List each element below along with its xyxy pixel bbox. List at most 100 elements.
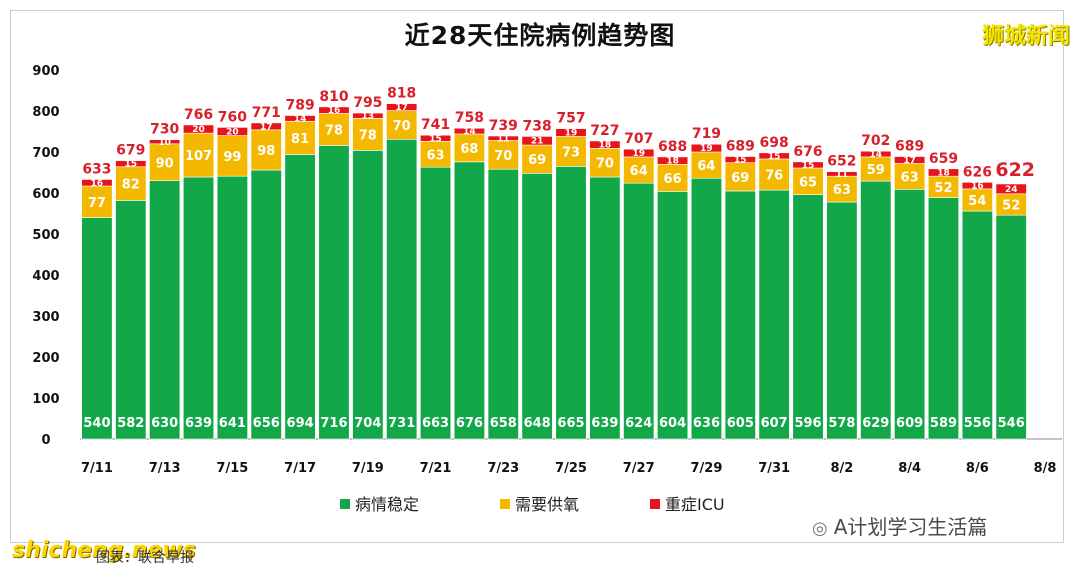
total-label: 789 bbox=[285, 98, 314, 114]
bar-stable bbox=[826, 201, 858, 440]
data-label-stable: 639 bbox=[591, 416, 618, 431]
bar-stable bbox=[724, 190, 756, 440]
bar-oxygen bbox=[453, 133, 485, 163]
x-tick-label: 7/15 bbox=[216, 461, 248, 476]
data-label-stable: 556 bbox=[964, 416, 991, 431]
x-tick-label: 7/27 bbox=[623, 461, 655, 476]
bar-stable bbox=[284, 154, 316, 440]
total-label: 707 bbox=[624, 131, 653, 147]
total-label: 771 bbox=[252, 105, 281, 121]
total-label: 652 bbox=[827, 154, 856, 170]
legend-label-oxygen: 需要供氧 bbox=[515, 495, 579, 514]
bar-oxygen bbox=[623, 156, 655, 184]
bar-icu bbox=[961, 182, 993, 190]
bar-icu bbox=[216, 127, 248, 136]
data-label-stable: 546 bbox=[998, 416, 1025, 431]
total-label: 698 bbox=[760, 135, 789, 151]
total-label: 633 bbox=[82, 161, 111, 177]
bar-icu bbox=[284, 115, 316, 122]
data-label-icu: 17 bbox=[903, 156, 916, 166]
bar-icu bbox=[555, 128, 587, 137]
bar-oxygen bbox=[487, 140, 519, 170]
x-tick-label: 7/29 bbox=[691, 461, 723, 476]
total-label: 689 bbox=[895, 139, 924, 155]
bar-oxygen bbox=[758, 158, 790, 191]
data-label-icu: 13 bbox=[362, 112, 375, 122]
bar-stable bbox=[81, 217, 113, 440]
bar-stable bbox=[453, 161, 485, 440]
x-tick-label: 8/6 bbox=[966, 461, 989, 476]
total-label: 688 bbox=[658, 139, 687, 155]
data-label-icu: 18 bbox=[937, 169, 950, 179]
data-label-oxygen: 77 bbox=[88, 196, 106, 211]
data-label-icu: 21 bbox=[531, 137, 544, 147]
bar-icu bbox=[826, 171, 858, 177]
total-label: 760 bbox=[218, 109, 247, 125]
data-label-oxygen: 98 bbox=[257, 144, 275, 159]
bar-stable bbox=[386, 138, 418, 440]
data-label-oxygen: 63 bbox=[833, 183, 851, 198]
data-label-oxygen: 70 bbox=[393, 119, 411, 134]
data-label-stable: 629 bbox=[862, 416, 889, 431]
data-label-oxygen: 78 bbox=[325, 123, 343, 138]
data-label-oxygen: 81 bbox=[291, 132, 309, 147]
total-label: 719 bbox=[692, 126, 721, 142]
data-label-stable: 716 bbox=[320, 416, 347, 431]
data-label-oxygen: 52 bbox=[1002, 198, 1020, 213]
bar-stable bbox=[216, 175, 248, 440]
data-label-stable: 665 bbox=[557, 416, 584, 431]
total-label: 727 bbox=[590, 123, 619, 139]
x-tick-label: 8/2 bbox=[830, 461, 853, 476]
data-label-stable: 639 bbox=[185, 416, 212, 431]
bar-stable bbox=[690, 177, 722, 440]
data-label-oxygen: 78 bbox=[359, 128, 377, 143]
x-tick-label: 7/23 bbox=[487, 461, 519, 476]
bar-icu bbox=[589, 140, 621, 149]
bar-icu bbox=[860, 150, 892, 158]
data-label-oxygen: 68 bbox=[460, 142, 478, 157]
total-label: 689 bbox=[726, 139, 755, 155]
data-label-icu: 15 bbox=[125, 160, 138, 170]
x-tick-label: 7/17 bbox=[284, 461, 316, 476]
data-label-oxygen: 69 bbox=[528, 153, 546, 168]
bar-oxygen bbox=[555, 136, 587, 167]
total-label: 795 bbox=[353, 95, 382, 111]
bar-stable bbox=[657, 191, 689, 440]
y-tick-label: 800 bbox=[32, 105, 59, 120]
data-label-icu: 14 bbox=[463, 127, 476, 137]
bar-oxygen bbox=[894, 163, 926, 190]
data-label-icu: 16 bbox=[328, 106, 341, 116]
bar-icu bbox=[623, 148, 655, 158]
data-label-oxygen: 52 bbox=[934, 181, 952, 196]
y-tick-label: 500 bbox=[32, 228, 59, 243]
x-tick-label: 7/19 bbox=[352, 461, 384, 476]
bar-oxygen bbox=[420, 141, 452, 168]
data-label-oxygen: 73 bbox=[562, 145, 580, 160]
data-label-icu: 20 bbox=[226, 128, 239, 138]
bar-stable bbox=[860, 180, 892, 440]
total-label: 739 bbox=[489, 118, 518, 134]
data-label-stable: 582 bbox=[117, 416, 144, 431]
data-label-stable: 624 bbox=[625, 416, 652, 431]
bar-icu bbox=[149, 139, 181, 145]
data-label-oxygen: 64 bbox=[697, 159, 715, 174]
data-label-oxygen: 59 bbox=[867, 163, 885, 178]
bar-icu bbox=[81, 179, 113, 187]
legend: 病情稳定 需要供氧 重症ICU bbox=[340, 495, 725, 514]
data-label-stable: 656 bbox=[253, 416, 280, 431]
data-label-stable: 641 bbox=[219, 416, 246, 431]
bar-icu bbox=[657, 156, 689, 165]
legend-label-stable: 病情稳定 bbox=[355, 495, 419, 514]
data-label-stable: 596 bbox=[794, 416, 821, 431]
data-label-icu: 19 bbox=[700, 144, 713, 154]
bar-stable bbox=[250, 169, 282, 440]
data-label-icu: 16 bbox=[91, 179, 104, 189]
bar-stable bbox=[352, 150, 384, 440]
bar-icu bbox=[927, 168, 960, 177]
y-tick-label: 600 bbox=[32, 187, 59, 202]
data-label-icu: 10 bbox=[158, 138, 171, 148]
bar-oxygen bbox=[284, 120, 316, 155]
data-label-icu: 15 bbox=[768, 152, 781, 162]
data-label-oxygen: 69 bbox=[731, 171, 749, 186]
y-tick-label: 200 bbox=[32, 351, 59, 366]
